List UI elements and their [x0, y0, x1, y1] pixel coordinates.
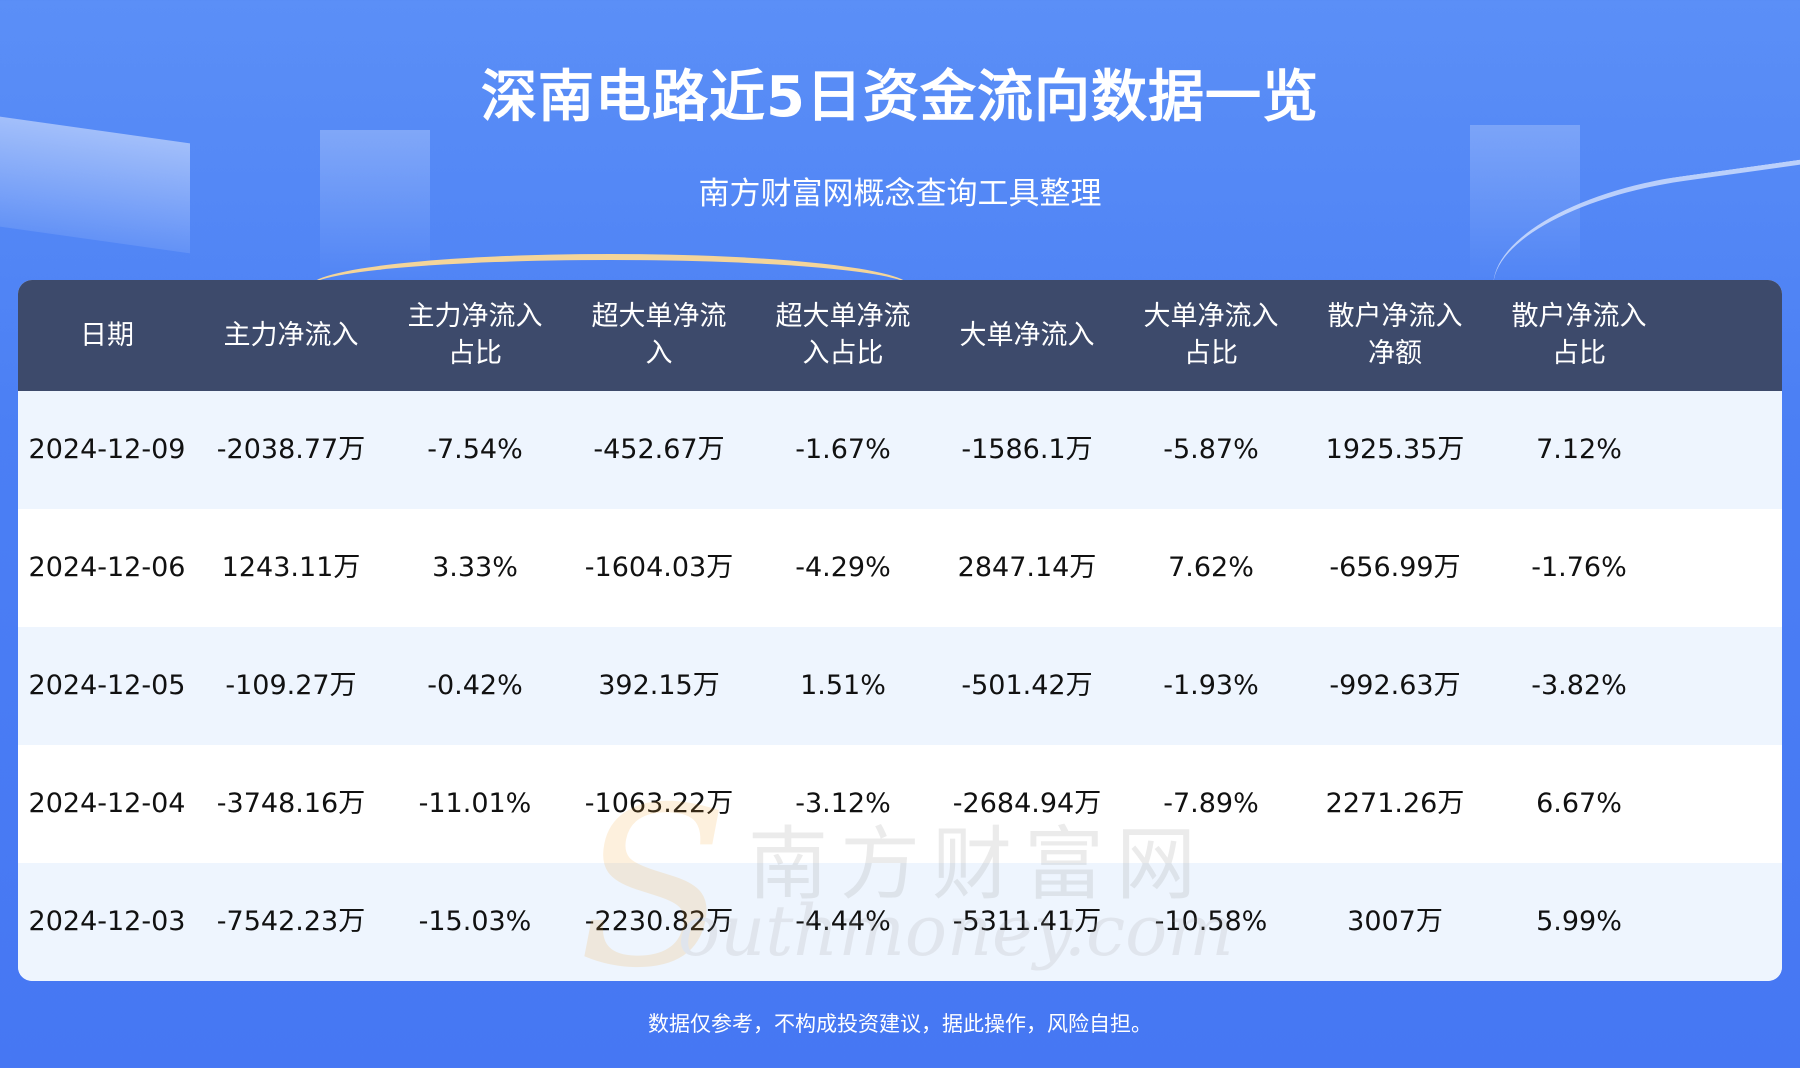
value-cell: -7.54% — [427, 434, 523, 465]
value-cell: -5311.41万 — [952, 906, 1102, 937]
value-cell: -3.82% — [1531, 670, 1627, 701]
table-row: 2024-12-04 -3748.16万 -11.01% -1063.22万 -3.12… — [18, 745, 1782, 863]
value-cell: -11.01% — [418, 788, 532, 819]
table-row: 2024-12-05 -109.27万 -0.42% 392.15万 1.51% -501… — [18, 627, 1782, 745]
value-cell: -1063.22万 — [584, 788, 734, 819]
disclaimer: 数据仅参考，不构成投资建议，据此操作，风险自担。 — [648, 1012, 1152, 1036]
fund-flow-table: 日期 主力净流入 主力净流入 占比 超大单净流 入超大单净流 入占比 大单净流入 大单净流… — [18, 280, 1782, 981]
value-cell: 6.67% — [1536, 788, 1622, 819]
column-header: 主力净流入 — [223, 320, 359, 351]
value-cell: 3007万 — [1347, 906, 1443, 937]
value-cell: -452.67万 — [593, 434, 725, 465]
column-header: 散户净流入 占比 — [1511, 301, 1647, 369]
value-cell: -2038.77万 — [216, 434, 366, 465]
value-cell: -2230.82万 — [584, 906, 734, 937]
column-header: 大单净流入 — [959, 320, 1095, 351]
column-header: 超大单净流 入 — [591, 301, 727, 369]
value-cell: 1925.35万 — [1325, 434, 1465, 465]
value-cell: 1.51% — [800, 670, 886, 701]
value-cell: 392.15万 — [598, 670, 720, 701]
page-title: 深南电路近5日资金流向数据一览 — [481, 65, 1319, 130]
table-row: 2024-12-03 -7542.23万 -15.03% -2230.82万 -4.44… — [18, 863, 1782, 981]
value-cell: -0.42% — [427, 670, 523, 701]
value-cell: -2684.94万 — [952, 788, 1102, 819]
value-cell: -992.63万 — [1329, 670, 1461, 701]
table-row: 2024-12-09 -2038.77万 -7.54% -452.67万 -1.67% -… — [18, 391, 1782, 509]
value-cell: -5.87% — [1163, 434, 1259, 465]
value-cell: -109.27万 — [225, 670, 357, 701]
table-header: 日期 主力净流入 主力净流入 占比 超大单净流 入超大单净流 入占比 大单净流入 大单净流… — [18, 280, 1782, 391]
value-cell: -4.44% — [795, 906, 891, 937]
column-header: 主力净流入 占比 — [407, 301, 543, 369]
value-cell: -7542.23万 — [216, 906, 366, 937]
value-cell: -1586.1万 — [961, 434, 1093, 465]
date-cell: 2024-12-06 — [28, 552, 186, 583]
value-cell: -1.76% — [1531, 552, 1627, 583]
value-cell: 2847.14万 — [957, 552, 1097, 583]
date-cell: 2024-12-04 — [28, 788, 186, 819]
value-cell: -656.99万 — [1329, 552, 1461, 583]
column-header: 大单净流入 占比 — [1143, 301, 1279, 369]
value-cell: -3748.16万 — [216, 788, 366, 819]
page-subtitle: 南方财富网概念查询工具整理 — [698, 176, 1102, 212]
value-cell: 5.99% — [1536, 906, 1622, 937]
value-cell: -1.67% — [795, 434, 891, 465]
value-cell: 7.12% — [1536, 434, 1622, 465]
column-header: 散户净流入 净额 — [1327, 301, 1463, 369]
value-cell: -3.12% — [795, 788, 891, 819]
value-cell: -10.58% — [1154, 906, 1268, 937]
value-cell: -1604.03万 — [584, 552, 734, 583]
value-cell: -15.03% — [418, 906, 532, 937]
value-cell: 3.33% — [432, 552, 518, 583]
value-cell: -7.89% — [1163, 788, 1259, 819]
column-header: 超大单净流 入占比 — [775, 301, 911, 369]
date-cell: 2024-12-09 — [28, 434, 186, 465]
date-cell: 2024-12-05 — [28, 670, 186, 701]
value-cell: 7.62% — [1168, 552, 1254, 583]
value-cell: -4.29% — [795, 552, 891, 583]
date-cell: 2024-12-03 — [28, 906, 186, 937]
value-cell: 2271.26万 — [1325, 788, 1465, 819]
column-header: 日期 — [80, 320, 134, 351]
value-cell: 1243.11万 — [221, 552, 361, 583]
value-cell: -501.42万 — [961, 670, 1093, 701]
table-row: 2024-12-06 1243.11万 3.33% -1604.03万 -4.29% 28… — [18, 509, 1782, 627]
value-cell: -1.93% — [1163, 670, 1259, 701]
